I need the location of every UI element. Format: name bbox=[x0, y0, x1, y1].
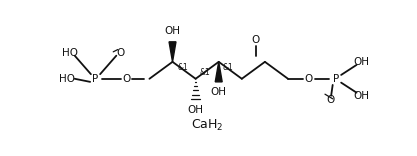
Text: OH: OH bbox=[353, 57, 369, 67]
Polygon shape bbox=[215, 62, 222, 82]
Text: OH: OH bbox=[211, 87, 227, 97]
Text: P: P bbox=[93, 74, 99, 84]
Text: O: O bbox=[117, 48, 125, 58]
Text: &1: &1 bbox=[223, 63, 234, 73]
Text: O: O bbox=[251, 35, 260, 45]
Text: OH: OH bbox=[165, 26, 181, 37]
Text: O: O bbox=[326, 95, 334, 105]
Text: O: O bbox=[122, 74, 131, 84]
Polygon shape bbox=[169, 42, 176, 62]
Text: OH: OH bbox=[353, 91, 369, 101]
Text: OH: OH bbox=[188, 105, 203, 115]
Text: CaH$_2$: CaH$_2$ bbox=[191, 117, 224, 133]
Text: &1: &1 bbox=[178, 63, 188, 73]
Text: &1: &1 bbox=[199, 68, 210, 77]
Text: O: O bbox=[305, 74, 313, 84]
Text: HO: HO bbox=[62, 48, 78, 58]
Text: P: P bbox=[333, 74, 339, 84]
Text: HO: HO bbox=[59, 74, 75, 84]
